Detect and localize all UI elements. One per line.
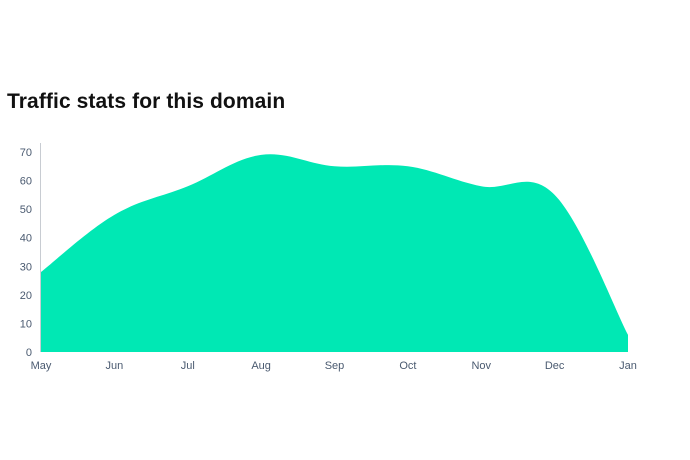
y-tick-label: 20 [20, 290, 32, 302]
y-tick-label: 30 [20, 261, 32, 273]
y-axis-ticks: 0 10 20 30 40 50 60 70 [20, 147, 32, 359]
x-axis-ticks: May Jun Jul Aug Sep Oct Nov Dec Jan [31, 360, 637, 372]
y-tick-label: 60 [20, 176, 32, 188]
x-tick-label: Nov [471, 360, 491, 372]
y-tick-label: 70 [20, 147, 32, 159]
x-tick-label: Oct [399, 360, 416, 372]
x-tick-label: Jan [619, 360, 637, 372]
y-tick-label: 0 [26, 347, 32, 359]
y-tick-label: 40 [20, 233, 32, 245]
traffic-area [41, 154, 628, 352]
x-tick-label: Sep [325, 360, 345, 372]
x-tick-label: Aug [251, 360, 271, 372]
chart-title: Traffic stats for this domain [7, 90, 286, 113]
x-tick-label: Jul [181, 360, 195, 372]
y-tick-label: 10 [20, 318, 32, 330]
y-tick-label: 50 [20, 204, 32, 216]
x-tick-label: Dec [545, 360, 565, 372]
x-tick-label: May [31, 360, 52, 372]
x-tick-label: Jun [106, 360, 124, 372]
